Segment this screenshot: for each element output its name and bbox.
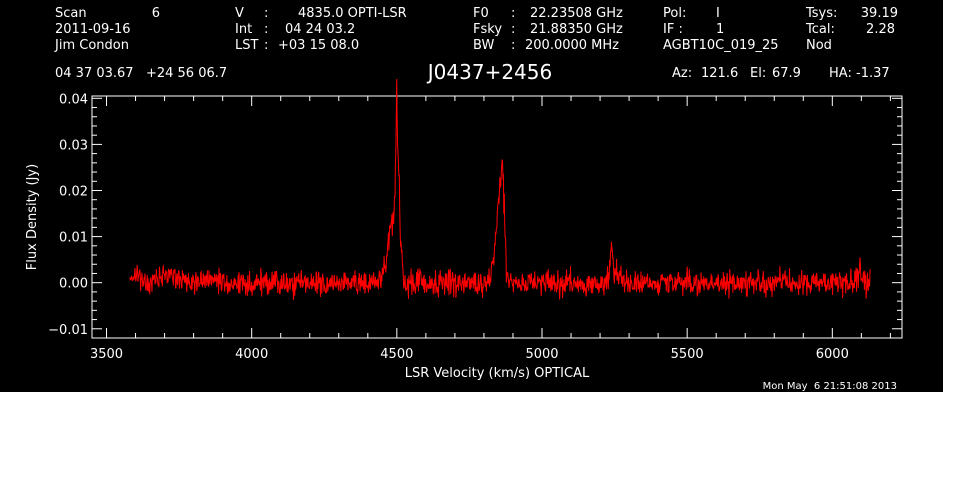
scan-label: Scan: [55, 6, 87, 21]
spectrum-trace: [129, 78, 871, 300]
x-axis-label: LSR Velocity (km/s) OPTICAL: [405, 366, 590, 381]
int-value: 04 24 03.2: [285, 22, 356, 37]
source-name: J0437+2456: [427, 60, 553, 84]
observing-mode: Nod: [806, 38, 832, 53]
bw-label: BW: [473, 38, 495, 53]
y-tick-label: 0.01: [59, 231, 88, 246]
int-label: Int: [235, 22, 253, 37]
f0-separator: :: [511, 6, 516, 21]
v-separator: :: [264, 6, 269, 21]
lst-label: LST: [235, 38, 259, 53]
f0-value: 22.23508 GHz: [530, 6, 623, 21]
plot-timestamp: Mon May 6 21:51:08 2013: [762, 381, 897, 392]
fsky-separator: :: [511, 22, 516, 37]
x-tick-label: 6000: [816, 347, 849, 362]
el-label: El:: [750, 66, 767, 81]
x-tick-label: 3500: [90, 347, 123, 362]
x-tick-label: 5500: [671, 347, 704, 362]
el-value: 67.9: [772, 66, 801, 81]
az-value: 121.6: [701, 66, 739, 81]
scan-value: 6: [151, 6, 160, 21]
plot-panel: Scan 6 2011-09-16 Jim Condon V : 4835.0 …: [0, 0, 943, 392]
lst-value: +03 15 08.0: [278, 38, 360, 53]
bw-separator: :: [511, 38, 516, 53]
if-value: 1: [716, 22, 725, 37]
x-tick-label: 4500: [380, 347, 413, 362]
pol-value: I: [716, 6, 720, 21]
fsky-label: Fsky: [473, 22, 503, 37]
if-label: IF :: [663, 22, 683, 37]
y-tick-label: 0.00: [59, 277, 88, 292]
y-tick-label: −0.01: [48, 323, 88, 338]
x-tick-label: 5000: [525, 347, 558, 362]
y-tick-label: 0.02: [59, 184, 88, 199]
ha-value: -1.37: [856, 66, 890, 81]
tcal-label: Tcal:: [806, 22, 835, 37]
source-coordinates: 04 37 03.67 +24 56 06.7: [55, 66, 228, 81]
bw-value: 200.0000 MHz: [525, 38, 619, 53]
observer-name: Jim Condon: [55, 38, 129, 53]
tcal-value: 2.28: [866, 22, 895, 37]
lst-separator: :: [264, 38, 269, 53]
v-label: V: [235, 6, 244, 21]
y-tick-label: 0.03: [59, 138, 88, 153]
pol-label: Pol:: [663, 6, 687, 21]
plot-frame: [91, 95, 903, 339]
int-separator: :: [264, 22, 269, 37]
tsys-label: Tsys:: [806, 6, 838, 21]
y-tick-label: 0.04: [59, 92, 88, 107]
f0-label: F0: [473, 6, 489, 21]
y-axis-label: Flux Density (Jy): [25, 164, 40, 270]
x-tick-label: 4000: [235, 347, 268, 362]
observation-date: 2011-09-16: [55, 22, 131, 37]
tsys-value: 39.19: [860, 6, 898, 21]
project-id: AGBT10C_019_25: [663, 38, 779, 53]
fsky-value: 21.88350 GHz: [530, 22, 623, 37]
ha-label: HA:: [829, 66, 852, 81]
v-value: 4835.0 OPTI-LSR: [298, 6, 407, 21]
spectrum-chart: 3500 4000 4500 5000 5500 6000 −0.01 0.00 0.01 0.0…: [25, 78, 903, 381]
az-label: Az:: [672, 66, 693, 81]
